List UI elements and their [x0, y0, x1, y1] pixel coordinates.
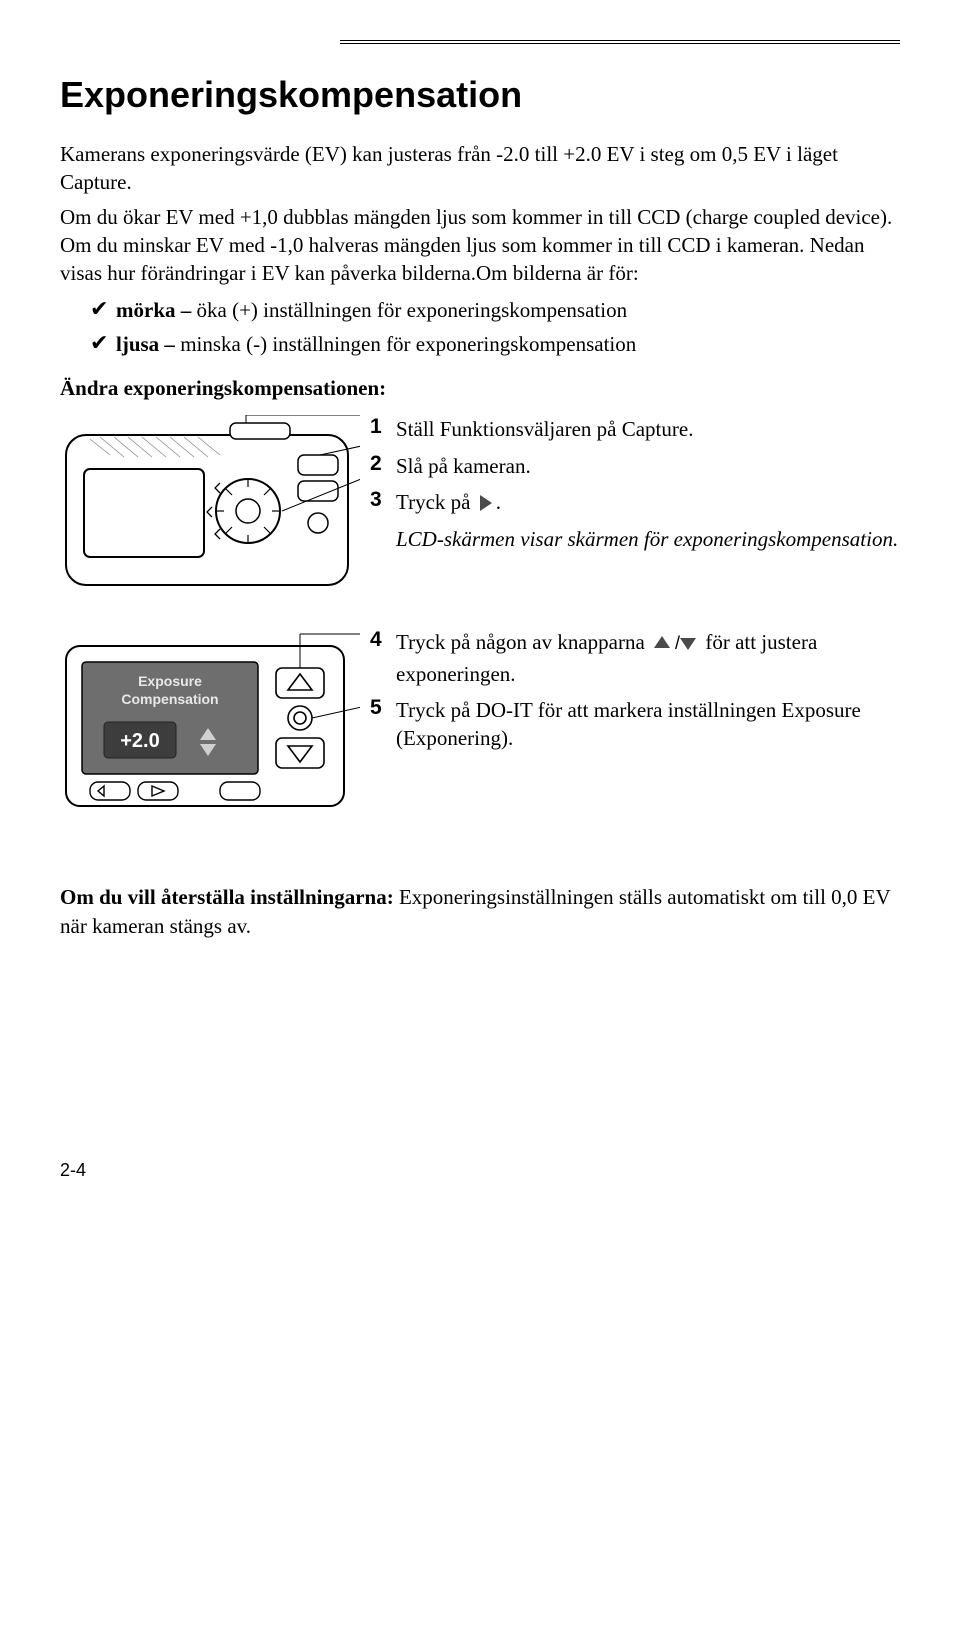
bullet-item: ✔ ljusa – minska (-) inställningen för e… — [90, 330, 900, 358]
bullet-item: ✔ mörka – öka (+) inställningen för expo… — [90, 296, 900, 324]
step-number: 3 — [370, 488, 396, 512]
step-row: 2 Slå på kameran. — [370, 452, 900, 480]
step-number: 1 — [370, 415, 396, 439]
check-icon: ✔ — [90, 330, 116, 356]
svg-text:Compensation: Compensation — [121, 691, 218, 707]
step-text: Tryck på . LCD-skärmen visar skärmen för… — [396, 488, 898, 554]
bullet-rest: öka (+) inställningen för exponeringskom… — [191, 298, 627, 322]
steps-2: 4 Tryck på någon av knapparna / för att … — [370, 628, 900, 760]
step-block-2: Exposure Compensation +2.0 — [60, 628, 900, 823]
step3-note: LCD-skärmen visar skärmen för exponering… — [396, 525, 898, 553]
up-down-arrows-icon: / — [652, 631, 698, 659]
reset-bold: Om du vill återställa inställningarna: — [60, 885, 399, 909]
step-number: 5 — [370, 696, 396, 720]
step-row: 1 Ställ Funktionsväljaren på Capture. — [370, 415, 900, 443]
step-text: Ställ Funktionsväljaren på Capture. — [396, 415, 693, 443]
step4-prefix: Tryck på någon av knapparna — [396, 630, 650, 654]
check-icon: ✔ — [90, 296, 116, 322]
step-row: 3 Tryck på . LCD-skärmen visar skärmen f… — [370, 488, 900, 554]
lcd-illustration: Exposure Compensation +2.0 — [60, 628, 360, 823]
reset-note: Om du vill återställa inställningarna: E… — [60, 883, 900, 940]
camera-back-illustration — [60, 415, 360, 600]
bullet-list: ✔ mörka – öka (+) inställningen för expo… — [60, 296, 900, 359]
svg-text:/: / — [675, 634, 680, 652]
step-text: Tryck på DO-IT för att markera inställni… — [396, 696, 900, 753]
page-number: 2-4 — [60, 1160, 900, 1181]
step3-prefix: Tryck på — [396, 490, 476, 514]
step-text: Tryck på någon av knapparna / för att ju… — [396, 628, 900, 688]
intro-para-1: Kamerans exponeringsvärde (EV) kan juste… — [60, 140, 900, 197]
header-rule — [340, 40, 900, 44]
bullet-rest: minska (-) inställningen för exponerings… — [175, 332, 636, 356]
intro-para-2: Om du ökar EV med +1,0 dubblas mängden l… — [60, 203, 900, 288]
bullet-text: ljusa – minska (-) inställningen för exp… — [116, 330, 636, 358]
svg-text:Exposure: Exposure — [138, 673, 202, 689]
right-arrow-icon — [478, 491, 494, 519]
step-row: 4 Tryck på någon av knapparna / för att … — [370, 628, 900, 688]
step-number: 4 — [370, 628, 396, 652]
step-block-1: 1 Ställ Funktionsväljaren på Capture. 2 … — [60, 415, 900, 600]
step-row: 5 Tryck på DO-IT för att markera inställ… — [370, 696, 900, 753]
subhead: Ändra exponeringskompensationen: — [60, 376, 900, 401]
page-title: Exponeringskompensation — [60, 74, 900, 116]
steps-1: 1 Ställ Funktionsväljaren på Capture. 2 … — [370, 415, 900, 561]
bullet-bold: mörka – — [116, 298, 191, 322]
svg-text:+2.0: +2.0 — [120, 730, 159, 752]
step3-suffix: . — [496, 490, 501, 514]
step-number: 2 — [370, 452, 396, 476]
step-text: Slå på kameran. — [396, 452, 531, 480]
bullet-text: mörka – öka (+) inställningen för expone… — [116, 296, 627, 324]
bullet-bold: ljusa – — [116, 332, 175, 356]
